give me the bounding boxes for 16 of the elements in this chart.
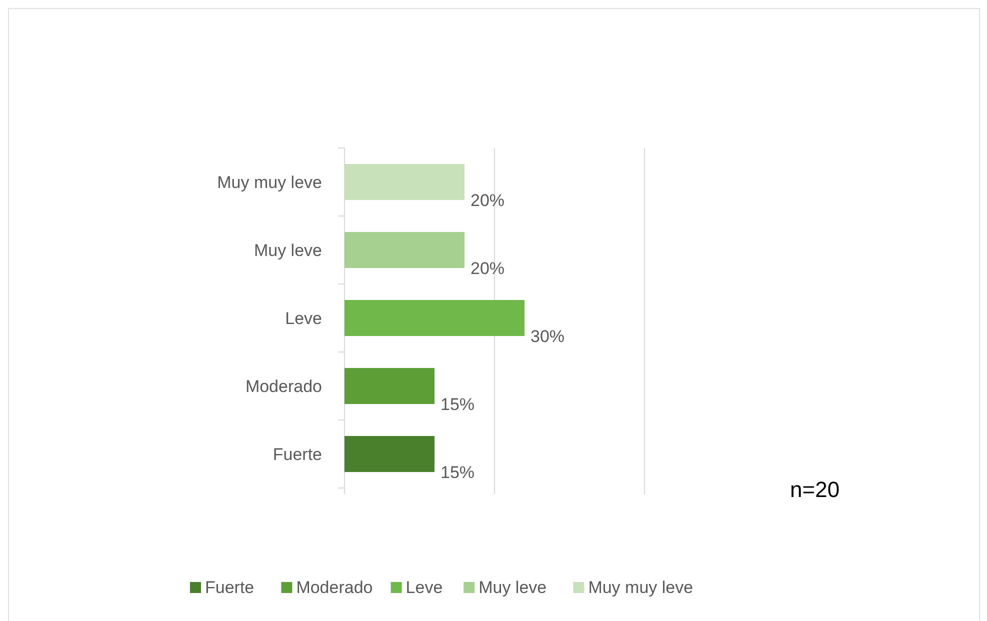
legend-label: Muy muy leve (588, 578, 694, 597)
legend-label: Muy leve (478, 578, 547, 597)
y-tick-label: Fuerte (272, 445, 322, 464)
legend-label: Moderado (296, 578, 373, 597)
data-label: 15% (440, 395, 475, 414)
data-label: 20% (470, 191, 505, 210)
data-label: 15% (440, 463, 475, 482)
legend-label: Fuerte (205, 578, 254, 597)
text: n=20 (790, 477, 840, 502)
legend-label: Leve (406, 578, 443, 597)
y-tick-label: Muy muy leve (217, 173, 322, 192)
data-label: 30% (530, 327, 565, 346)
data-label: 20% (470, 259, 505, 278)
y-tick-label: Moderado (245, 377, 322, 396)
y-tick-label: Muy leve (254, 241, 322, 260)
y-tick-label: Leve (285, 309, 322, 328)
